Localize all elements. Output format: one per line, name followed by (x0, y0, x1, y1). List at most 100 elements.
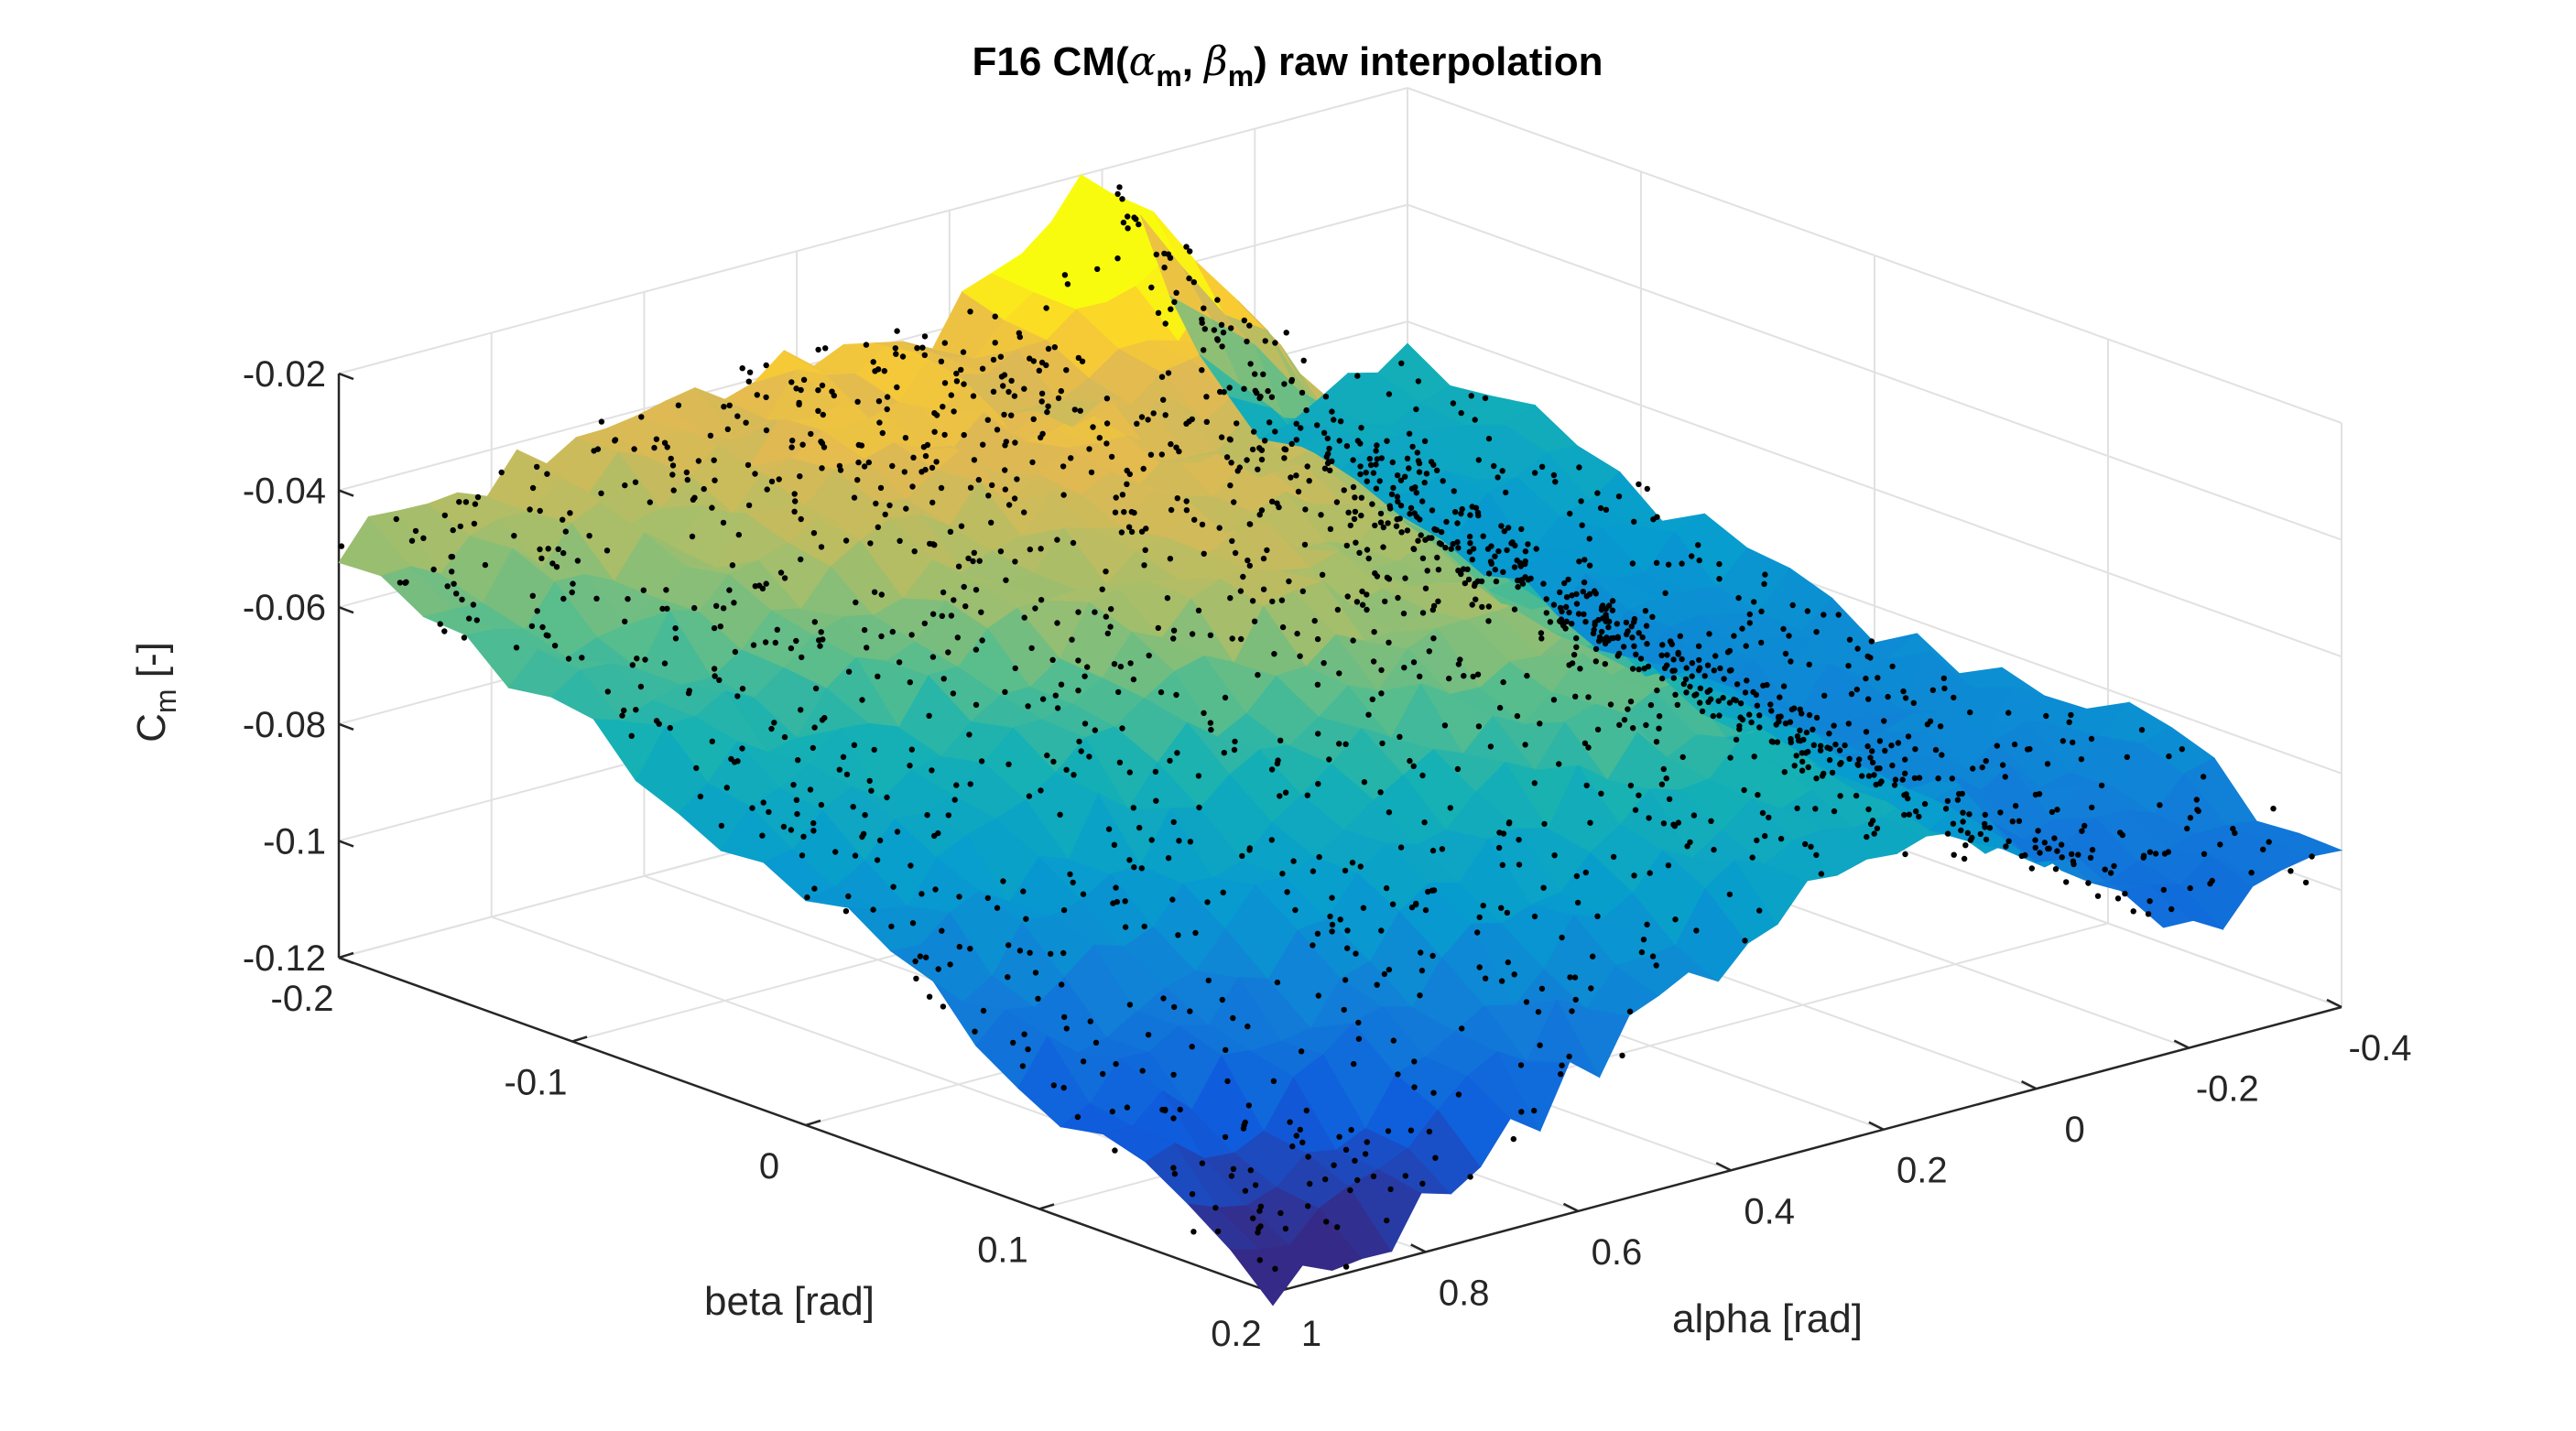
data-point (868, 787, 875, 794)
data-point (1032, 970, 1039, 976)
data-point (764, 486, 770, 493)
data-point (1509, 539, 1516, 546)
data-point (1147, 451, 1155, 458)
data-point (621, 707, 627, 714)
data-point (1430, 887, 1438, 894)
data-point (853, 599, 859, 606)
data-point (712, 673, 718, 679)
data-point (1190, 1229, 1197, 1235)
data-point (625, 596, 631, 602)
data-point (1170, 1115, 1177, 1122)
data-point (1944, 830, 1951, 837)
data-point (1921, 800, 1929, 808)
data-point (1293, 437, 1300, 443)
data-point (1119, 492, 1126, 498)
data-point (1871, 772, 1877, 778)
data-point (1363, 470, 1369, 476)
data-point (664, 605, 670, 612)
data-point (931, 410, 938, 417)
data-point (1609, 607, 1616, 613)
data-point (1636, 481, 1642, 488)
data-point (1563, 618, 1570, 624)
data-point (1517, 1062, 1525, 1068)
data-point (1874, 765, 1881, 772)
data-point (1240, 573, 1246, 580)
data-point (1364, 606, 1370, 613)
data-point (1500, 569, 1506, 575)
data-point (1865, 696, 1872, 702)
data-point (1475, 457, 1483, 463)
data-point (1349, 860, 1356, 866)
data-point (1231, 499, 1237, 505)
data-point (1485, 603, 1493, 610)
data-point (763, 394, 769, 401)
data-point (929, 611, 937, 617)
data-point (1597, 504, 1604, 512)
data-point (1402, 1173, 1409, 1179)
data-point (1473, 504, 1480, 511)
data-point (1687, 683, 1693, 690)
data-point (1531, 780, 1538, 786)
data-point (1715, 698, 1722, 704)
data-point (1693, 691, 1700, 698)
data-point (947, 528, 954, 535)
data-point (1902, 851, 1908, 858)
data-point (453, 591, 460, 597)
data-point (1057, 811, 1063, 818)
data-point (1721, 676, 1727, 682)
data-point (1145, 1032, 1152, 1038)
data-point (1619, 1052, 1625, 1059)
data-point (1211, 327, 1218, 333)
data-point (1318, 512, 1324, 518)
data-point (951, 597, 957, 603)
data-point (889, 628, 896, 635)
data-point (1394, 472, 1401, 479)
data-point (723, 785, 730, 791)
data-point (1590, 630, 1597, 636)
data-point (2130, 908, 2136, 915)
data-point (1727, 754, 1734, 761)
data-point (1672, 691, 1679, 698)
data-point (1578, 498, 1584, 504)
title-alpha-symbol: α (1129, 38, 1157, 85)
data-point (746, 369, 754, 375)
data-point (1238, 635, 1245, 643)
data-point (792, 498, 799, 504)
data-point (1710, 712, 1717, 720)
data-point (1865, 773, 1873, 779)
data-point (1052, 692, 1060, 699)
data-point (1165, 370, 1172, 376)
data-point (1164, 595, 1171, 602)
data-point (1767, 701, 1774, 708)
data-point (1354, 1176, 1361, 1184)
data-point (843, 771, 851, 778)
data-point (473, 617, 480, 623)
data-point (796, 399, 802, 407)
data-point (2071, 861, 2077, 868)
data-point (1499, 468, 1505, 474)
data-point (1696, 665, 1703, 671)
data-point (781, 733, 788, 741)
data-point (913, 975, 919, 982)
data-point (1776, 713, 1782, 721)
data-point (1854, 761, 1861, 768)
data-point (1679, 753, 1686, 761)
data-point (1049, 656, 1056, 663)
data-point (788, 444, 795, 450)
data-point (1078, 748, 1084, 754)
data-point (800, 376, 808, 383)
data-point (2288, 868, 2294, 874)
data-point (1411, 510, 1418, 516)
data-point (718, 822, 725, 829)
data-point (1842, 742, 1848, 749)
data-point (1011, 393, 1018, 399)
data-point (2117, 829, 2124, 836)
data-point (1799, 710, 1805, 717)
data-point (1806, 661, 1812, 667)
data-point (1550, 602, 1558, 608)
data-point (1954, 797, 1962, 803)
data-point (1668, 638, 1674, 645)
data-point (1827, 745, 1833, 752)
data-point (2089, 847, 2096, 853)
data-point (2248, 870, 2255, 876)
